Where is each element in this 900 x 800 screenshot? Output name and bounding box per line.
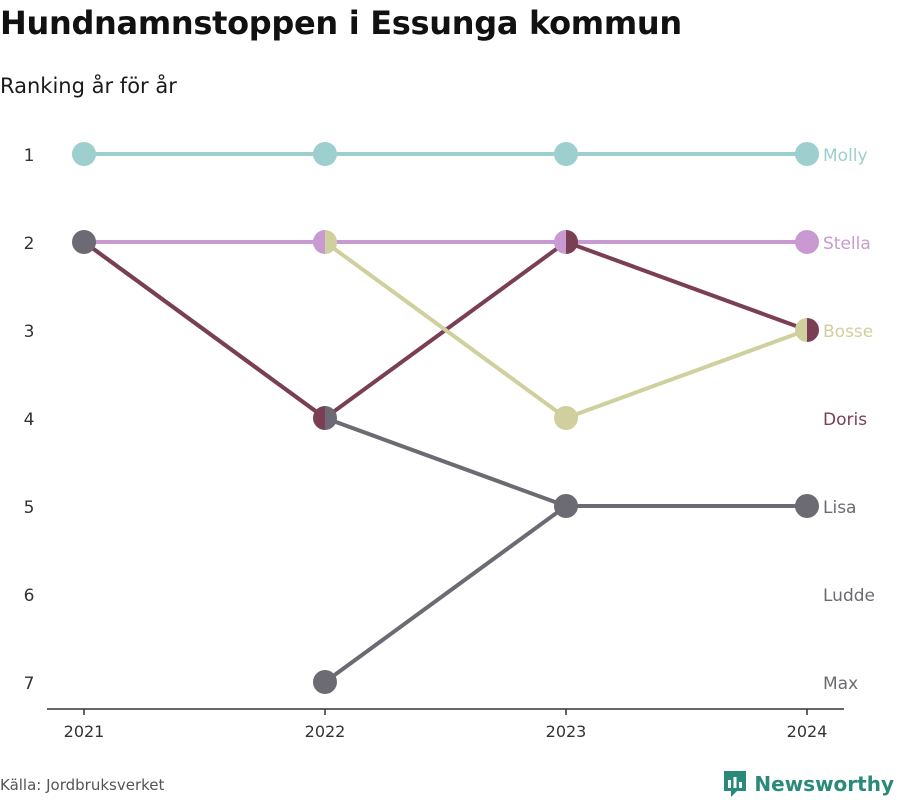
x-axis: 2021 2022 2023 2024 [47,708,844,741]
series-marker [554,406,578,430]
series-line-lisa [82,240,809,508]
y-tick-label: 5 [24,498,35,518]
series-end-labels: Molly Stella Bosse Doris Lisa Ludde Max [823,146,875,694]
series-end-label: Ludde [823,586,875,606]
series-marker [72,230,96,254]
series-markers [72,142,819,694]
brand-name: Newsworthy [754,772,894,796]
series-marker [313,142,337,166]
series-end-label: Lisa [823,498,856,518]
series-marker-right-half [807,318,819,342]
x-tick-label: 2022 [305,722,346,741]
series-marker-right-half [325,406,337,430]
x-tick-label: 2021 [64,722,105,741]
series-marker-left-half [554,230,566,254]
series-marker-right-half [325,230,337,254]
series-end-label: Molly [823,146,868,166]
series-marker-left-half [795,318,807,342]
series-marker-right-half [566,230,578,254]
series-marker [795,494,819,518]
y-tick-label: 1 [24,146,35,166]
series-marker [72,142,96,166]
series-marker [795,142,819,166]
series-end-label: Bosse [823,322,873,342]
source-note: Källa: Jordbruksverket [0,776,165,794]
bump-chart: 1 2 3 4 5 6 7 2021 2022 2023 2024 Molly Stella Boss… [24,142,875,741]
series-marker [554,494,578,518]
chart-subtitle: Ranking år för år [0,74,177,98]
series-marker [313,670,337,694]
chart-title: Hundnamnstoppen i Essunga kommun [0,4,682,42]
y-tick-label: 4 [24,410,35,430]
y-tick-label: 3 [24,322,35,342]
newsworthy-logo-icon [724,771,747,797]
x-tick-label: 2024 [787,722,828,741]
y-tick-label: 7 [24,674,35,694]
series-marker [554,142,578,166]
series-end-label: Max [823,674,858,694]
series-end-label: Doris [823,410,867,430]
series-end-label: Stella [823,234,871,254]
x-tick-label: 2023 [546,722,587,741]
series-lines [82,152,809,684]
series-marker-left-half [313,230,325,254]
series-line-bosse [82,240,809,420]
brand-logo: Newsworthy [722,768,894,800]
y-tick-label: 2 [24,234,35,254]
series-marker-left-half [313,406,325,430]
y-tick-label: 6 [24,586,35,606]
series-line-max [323,504,809,684]
y-axis: 1 2 3 4 5 6 7 [24,146,35,694]
series-marker [795,230,819,254]
